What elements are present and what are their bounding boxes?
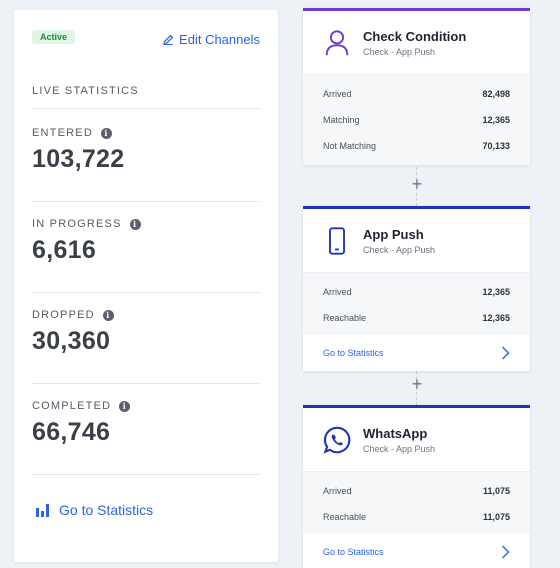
stat-row: Matching 12,365	[323, 107, 510, 133]
stat-row: Reachable 12,365	[323, 305, 510, 331]
app-push-card[interactable]: App Push Check - App Push Arrived 12,365…	[303, 206, 530, 371]
card-subtitle: Check - App Push	[363, 244, 436, 255]
stat-row: Not Matching 70,133	[323, 133, 510, 159]
metric-value: 30,360	[32, 327, 111, 355]
stat-value: 11,075	[482, 512, 510, 522]
bar-chart-icon	[36, 504, 49, 517]
chevron-right-icon	[502, 545, 510, 559]
metric-label: IN PROGRESS	[32, 218, 122, 230]
info-icon[interactable]: i	[119, 400, 131, 412]
status-badge: Active	[32, 30, 76, 44]
card-title: WhatsApp	[363, 425, 428, 441]
live-statistics-panel: Active Edit Channels LIVE STATISTICS ENT…	[14, 10, 278, 562]
info-icon[interactable]: i	[129, 218, 141, 230]
card-title: App Push	[363, 226, 424, 242]
stat-value: 11,075	[482, 486, 510, 496]
stat-value: 12,365	[482, 313, 510, 323]
card-stats: Arrived 11,075 Reachable 11,075	[303, 471, 530, 534]
metric-entered: ENTERED i 103,722	[32, 127, 260, 217]
metric-dropped: DROPPED i 30,360	[32, 309, 260, 399]
flow-connector	[416, 361, 417, 405]
stat-label: Reachable	[323, 313, 367, 323]
stat-value: 12,365	[482, 115, 510, 125]
metric-label: ENTERED	[32, 127, 93, 139]
go-to-statistics-label: Go to Statistics	[323, 547, 384, 557]
whatsapp-icon	[321, 424, 353, 456]
pencil-icon	[163, 34, 174, 45]
stat-label: Arrived	[323, 287, 352, 297]
edit-channels-link[interactable]: Edit Channels	[163, 32, 260, 47]
user-icon	[321, 27, 353, 59]
metric-value: 6,616	[32, 236, 97, 264]
go-to-statistics-link[interactable]: Go to Statistics	[303, 534, 530, 568]
go-to-statistics-link[interactable]: Go to Statistics	[36, 502, 153, 518]
metric-label: DROPPED	[32, 309, 95, 321]
info-icon[interactable]: i	[102, 309, 114, 321]
metric-label: COMPLETED	[32, 400, 112, 412]
metric-value: 66,746	[32, 418, 111, 446]
card-title: Check Condition	[363, 28, 467, 44]
stat-row: Arrived 12,365	[323, 279, 510, 305]
go-to-statistics-label: Go to Statistics	[323, 348, 384, 358]
metric-completed: COMPLETED i 66,746	[32, 400, 260, 490]
chevron-right-icon	[502, 346, 510, 360]
card-stats: Arrived 82,498 Matching 12,365 Not Match…	[303, 74, 530, 165]
stat-value: 12,365	[482, 287, 510, 297]
info-icon[interactable]: i	[100, 127, 112, 139]
divider	[32, 108, 260, 109]
stat-row: Reachable 11,075	[323, 504, 510, 530]
stat-label: Matching	[323, 115, 360, 125]
stat-row: Arrived 11,075	[323, 478, 510, 504]
divider	[32, 292, 260, 293]
metric-value: 103,722	[32, 145, 125, 173]
add-step-button[interactable]: +	[411, 174, 423, 194]
add-step-button[interactable]: +	[411, 374, 423, 394]
go-to-statistics-label: Go to Statistics	[59, 502, 154, 518]
stat-value: 70,133	[482, 141, 510, 151]
stat-label: Arrived	[323, 486, 352, 496]
edit-channels-label: Edit Channels	[179, 32, 260, 47]
stat-value: 82,498	[482, 89, 510, 99]
mobile-phone-icon	[321, 225, 353, 257]
flow-connector	[416, 162, 417, 206]
section-title: LIVE STATISTICS	[32, 85, 139, 97]
divider	[32, 201, 260, 202]
card-subtitle: Check - App Push	[363, 443, 436, 454]
stat-label: Reachable	[323, 512, 367, 522]
card-subtitle: Check - App Push	[363, 46, 436, 57]
go-to-statistics-link[interactable]: Go to Statistics	[303, 335, 530, 371]
divider	[32, 383, 260, 384]
divider	[32, 474, 260, 475]
stat-row: Arrived 82,498	[323, 81, 510, 107]
stat-label: Not Matching	[323, 141, 377, 151]
metric-in-progress: IN PROGRESS i 6,616	[32, 218, 260, 308]
check-condition-card[interactable]: Check Condition Check - App Push Arrived…	[303, 8, 530, 165]
card-stats: Arrived 12,365 Reachable 12,365	[303, 272, 530, 335]
whatsapp-card[interactable]: WhatsApp Check - App Push Arrived 11,075…	[303, 405, 530, 568]
stat-label: Arrived	[323, 89, 352, 99]
